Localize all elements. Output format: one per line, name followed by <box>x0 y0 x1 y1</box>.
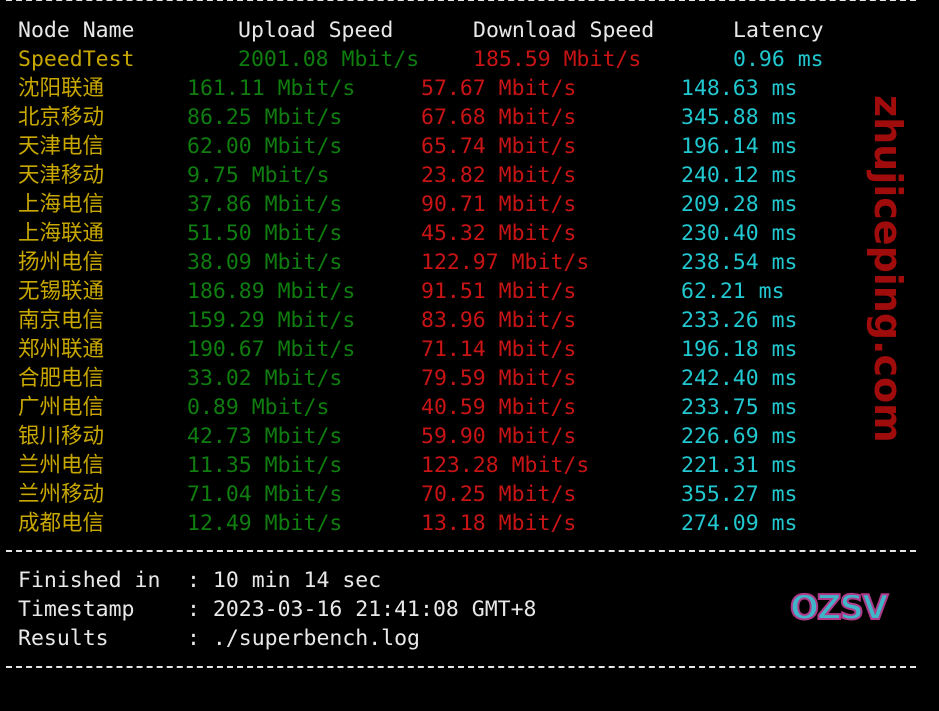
node-name: 兰州移动 <box>18 482 105 507</box>
node-name: 南京电信 <box>18 308 105 333</box>
download-speed: 71.14 Mbit/s <box>421 337 577 362</box>
results-label: Results <box>18 626 109 651</box>
upload-speed: 62.00 Mbit/s <box>187 134 343 159</box>
latency: 221.31 ms <box>681 453 798 478</box>
watermark-text: zhujiceping.com <box>866 95 910 443</box>
node-name: 扬州电信 <box>18 250 105 275</box>
footer-results: Results : ./superbench.log <box>0 624 420 653</box>
divider-bottom <box>6 666 916 668</box>
download-speed: 83.96 Mbit/s <box>421 308 577 333</box>
finished-value: : 10 min 14 sec <box>187 568 382 593</box>
node-name: 沈阳联通 <box>18 76 105 101</box>
header-upload: Upload Speed <box>238 18 394 43</box>
upload-speed: 0.89 Mbit/s <box>187 395 330 420</box>
header-latency: Latency <box>733 18 824 43</box>
download-speed: 67.68 Mbit/s <box>421 105 577 130</box>
latency: 62.21 ms <box>681 279 785 304</box>
upload-speed: 12.49 Mbit/s <box>187 511 343 536</box>
timestamp-value: : 2023-03-16 21:41:08 GMT+8 <box>187 597 537 622</box>
latency: 226.69 ms <box>681 424 798 449</box>
upload-speed: 9.75 Mbit/s <box>187 163 330 188</box>
latency: 240.12 ms <box>681 163 798 188</box>
latency: 345.88 ms <box>681 105 798 130</box>
latency: 233.75 ms <box>681 395 798 420</box>
upload-speed: 11.35 Mbit/s <box>187 453 343 478</box>
node-name: 上海联通 <box>18 221 105 246</box>
download-speed: 70.25 Mbit/s <box>421 482 577 507</box>
node-name: SpeedTest <box>18 47 135 72</box>
upload-speed: 42.73 Mbit/s <box>187 424 343 449</box>
latency: 274.09 ms <box>681 511 798 536</box>
upload-speed: 51.50 Mbit/s <box>187 221 343 246</box>
upload-speed: 190.67 Mbit/s <box>187 337 356 362</box>
speedtest-row: SpeedTest 2001.08 Mbit/s 185.59 Mbit/s 0… <box>0 45 824 74</box>
upload-speed: 38.09 Mbit/s <box>187 250 343 275</box>
download-speed: 123.28 Mbit/s <box>421 453 590 478</box>
upload-speed: 2001.08 Mbit/s <box>238 47 420 72</box>
node-name: 合肥电信 <box>18 366 105 391</box>
download-speed: 90.71 Mbit/s <box>421 192 577 217</box>
footer-timestamp: Timestamp : 2023-03-16 21:41:08 GMT+8 <box>0 595 537 624</box>
download-speed: 23.82 Mbit/s <box>421 163 577 188</box>
latency: 196.14 ms <box>681 134 798 159</box>
download-speed: 57.67 Mbit/s <box>421 76 577 101</box>
node-name: 郑州联通 <box>18 337 105 362</box>
download-speed: 91.51 Mbit/s <box>421 279 577 304</box>
node-name: 天津移动 <box>18 163 105 188</box>
node-name: 上海电信 <box>18 192 105 217</box>
upload-speed: 71.04 Mbit/s <box>187 482 343 507</box>
node-name: 北京移动 <box>18 105 105 130</box>
results-value: : ./superbench.log <box>187 626 420 651</box>
latency: 209.28 ms <box>681 192 798 217</box>
latency: 233.26 ms <box>681 308 798 333</box>
node-name: 成都电信 <box>18 511 105 536</box>
finished-label: Finished in <box>18 568 161 593</box>
upload-speed: 33.02 Mbit/s <box>187 366 343 391</box>
upload-speed: 161.11 Mbit/s <box>187 76 356 101</box>
upload-speed: 37.86 Mbit/s <box>187 192 343 217</box>
download-speed: 13.18 Mbit/s <box>421 511 577 536</box>
download-speed: 40.59 Mbit/s <box>421 395 577 420</box>
watermark-logo: OZSV <box>789 587 889 629</box>
download-speed: 65.74 Mbit/s <box>421 134 577 159</box>
node-name: 天津电信 <box>18 134 105 159</box>
download-speed: 59.90 Mbit/s <box>421 424 577 449</box>
download-speed: 45.32 Mbit/s <box>421 221 577 246</box>
header-download: Download Speed <box>473 18 655 43</box>
upload-speed: 86.25 Mbit/s <box>187 105 343 130</box>
divider-middle <box>6 550 916 552</box>
divider-top <box>6 0 916 1</box>
download-speed: 79.59 Mbit/s <box>421 366 577 391</box>
header-node-name: Node Name <box>18 18 135 43</box>
upload-speed: 186.89 Mbit/s <box>187 279 356 304</box>
latency: 238.54 ms <box>681 250 798 275</box>
timestamp-label: Timestamp <box>18 597 135 622</box>
node-name: 无锡联通 <box>18 279 105 304</box>
latency: 242.40 ms <box>681 366 798 391</box>
footer-finished: Finished in : 10 min 14 sec <box>0 566 381 595</box>
node-name: 兰州电信 <box>18 453 105 478</box>
table-header: Node Name Upload Speed Download Speed La… <box>0 16 824 45</box>
download-speed: 185.59 Mbit/s <box>473 47 642 72</box>
latency: 0.96 ms <box>733 47 824 72</box>
latency: 196.18 ms <box>681 337 798 362</box>
download-speed: 122.97 Mbit/s <box>421 250 590 275</box>
node-name: 广州电信 <box>18 395 105 420</box>
latency: 230.40 ms <box>681 221 798 246</box>
node-name: 银川移动 <box>18 424 105 449</box>
latency: 148.63 ms <box>681 76 798 101</box>
latency: 355.27 ms <box>681 482 798 507</box>
upload-speed: 159.29 Mbit/s <box>187 308 356 333</box>
